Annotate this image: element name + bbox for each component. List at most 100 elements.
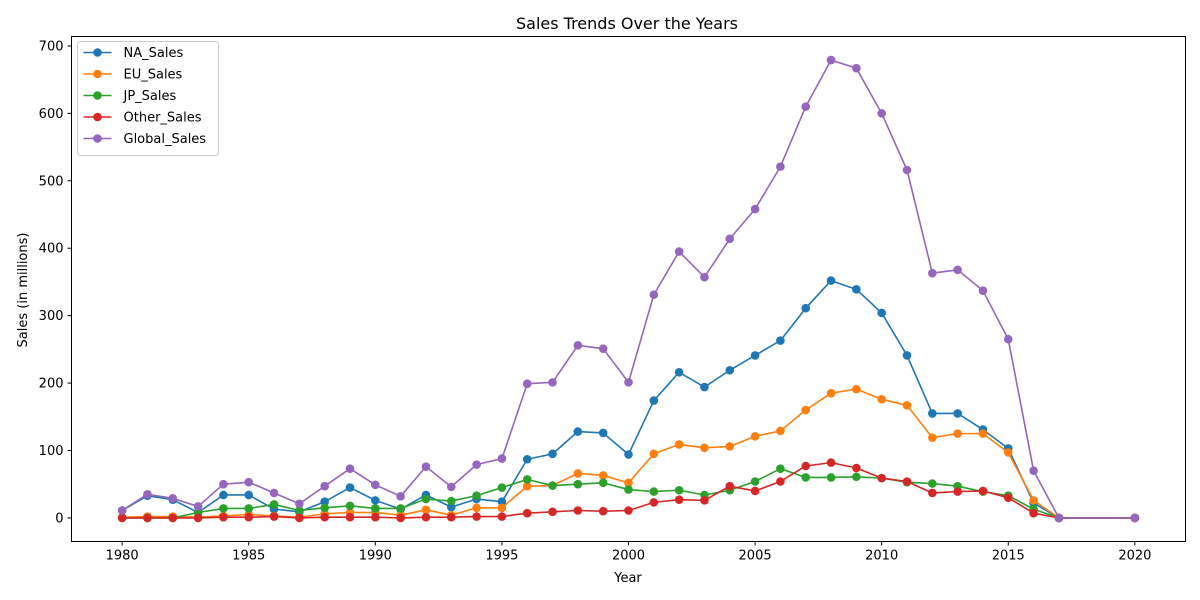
data-point-eu-sales (472, 503, 481, 513)
y-tick-label: 200 (39, 377, 64, 392)
data-point-na-sales (573, 427, 583, 436)
data-point-jp-sales (371, 504, 380, 513)
data-point-global-sales (396, 492, 405, 501)
x-tick-label: 1980 (106, 549, 139, 564)
data-point-global-sales (421, 462, 431, 471)
data-point-jp-sales (522, 475, 532, 484)
data-point-na-sales (776, 336, 785, 345)
data-point-eu-sales (750, 432, 760, 441)
data-point-global-sales (826, 55, 836, 65)
data-point-other-sales (978, 486, 988, 496)
data-point-eu-sales (624, 478, 633, 488)
data-point-other-sales (826, 458, 836, 467)
data-point-other-sales (852, 463, 861, 473)
data-point-other-sales (928, 488, 937, 498)
data-point-global-sales (548, 378, 557, 387)
data-point-eu-sales (598, 471, 608, 480)
x-tick-label: 1990 (359, 549, 392, 564)
data-point-eu-sales (801, 405, 811, 415)
data-point-other-sales (725, 481, 735, 491)
legend-item: NA_Sales (83, 46, 183, 61)
chart-title: Sales Trends Over the Years (516, 14, 738, 33)
data-point-jp-sales (472, 491, 481, 500)
data-point-other-sales (168, 513, 178, 523)
data-point-other-sales (295, 513, 304, 523)
data-point-eu-sales (953, 429, 962, 438)
data-point-other-sales (371, 512, 380, 522)
data-point-global-sales (244, 477, 254, 487)
y-tick-label: 300 (39, 309, 64, 324)
legend-item: JP_Sales (83, 89, 177, 104)
data-point-other-sales (446, 512, 456, 522)
data-point-other-sales (193, 513, 203, 523)
data-point-global-sales (472, 460, 481, 469)
data-point-other-sales (396, 513, 405, 523)
data-point-global-sales (117, 506, 127, 515)
data-point-eu-sales (421, 505, 431, 515)
data-point-other-sales (497, 512, 507, 521)
data-point-other-sales (700, 496, 709, 505)
data-point-eu-sales (826, 388, 836, 398)
series-global-sales (117, 55, 1140, 523)
data-point-global-sales (649, 290, 659, 300)
data-point-jp-sales (396, 504, 405, 513)
legend-item: Other_Sales (83, 111, 202, 126)
legend-swatch-marker (93, 91, 102, 100)
data-point-global-sales (219, 479, 228, 489)
data-point-na-sales (548, 449, 557, 459)
data-point-na-sales (446, 502, 456, 512)
data-point-jp-sales (269, 500, 279, 509)
data-point-global-sales (674, 247, 684, 256)
data-point-eu-sales (700, 443, 709, 453)
data-point-na-sales (345, 483, 355, 492)
x-axis: 1980 1985 1990 1995 2000 2005 2010 2015 2020 (106, 541, 1151, 564)
y-axis: 0 100 200 300 400 500 600 700 (39, 39, 72, 526)
data-point-global-sales (700, 272, 709, 282)
data-point-global-sales (877, 109, 886, 118)
data-point-na-sales (522, 454, 532, 464)
legend-swatch-marker (93, 134, 102, 143)
plot-area (71, 36, 1186, 542)
data-point-na-sales (852, 285, 861, 294)
data-point-jp-sales (497, 483, 507, 492)
data-point-other-sales (674, 495, 684, 505)
data-point-jp-sales (548, 481, 557, 490)
data-point-eu-sales (649, 449, 659, 459)
legend-swatch-marker (93, 69, 102, 79)
data-point-na-sales (649, 396, 659, 405)
x-tick-label: 1995 (485, 549, 518, 564)
data-point-global-sales (725, 234, 735, 244)
data-point-eu-sales (877, 394, 886, 404)
x-axis-label: Year (613, 571, 642, 586)
data-point-na-sales (902, 351, 912, 360)
data-point-global-sales (978, 286, 988, 295)
y-tick-label: 400 (39, 242, 64, 257)
data-point-jp-sales (801, 473, 811, 482)
data-point-global-sales (953, 265, 962, 275)
x-tick-label: 2010 (865, 549, 898, 564)
y-tick-label: 700 (39, 39, 64, 54)
data-point-eu-sales (978, 429, 988, 438)
data-point-other-sales (801, 461, 811, 471)
data-point-na-sales (700, 382, 709, 392)
data-point-global-sales (345, 464, 355, 473)
data-point-jp-sales (598, 478, 608, 488)
data-point-global-sales (902, 165, 912, 175)
data-point-na-sales (953, 409, 962, 418)
legend-swatch-marker (93, 48, 102, 57)
data-point-global-sales (624, 378, 633, 387)
legend-item: Global_Sales (83, 132, 206, 147)
data-point-global-sales (269, 488, 279, 498)
data-point-global-sales (1130, 513, 1140, 523)
data-point-global-sales (928, 268, 937, 278)
data-point-other-sales (953, 487, 962, 496)
data-point-eu-sales (1003, 448, 1013, 457)
x-tick-label: 2020 (1118, 549, 1151, 564)
data-point-other-sales (143, 513, 152, 523)
data-point-jp-sales (674, 485, 684, 495)
x-tick-label: 2015 (992, 549, 1025, 564)
data-point-global-sales (776, 162, 785, 171)
legend-label: EU_Sales (124, 68, 183, 83)
x-tick-label: 2005 (739, 549, 772, 564)
